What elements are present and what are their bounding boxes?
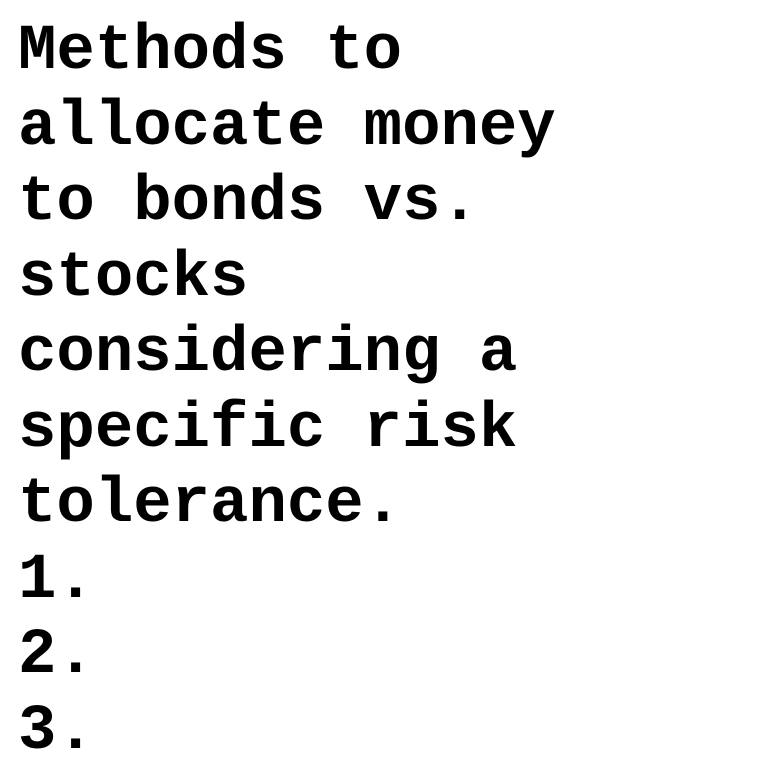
list-item-3: 3.: [18, 695, 748, 770]
heading-line-2: allocate money: [18, 91, 748, 167]
list-item-2: 2.: [18, 619, 748, 695]
document-text: Methods to allocate money to bonds vs. s…: [18, 15, 748, 770]
list-item-1: 1.: [18, 544, 748, 620]
heading-line-6: specific risk: [18, 393, 748, 469]
heading-line-3: to bonds vs.: [18, 166, 748, 242]
heading-line-7: tolerance.: [18, 468, 748, 544]
heading-line-4: stocks: [18, 242, 748, 318]
heading-line-1: Methods to: [18, 15, 748, 91]
heading-line-5: considering a: [18, 317, 748, 393]
